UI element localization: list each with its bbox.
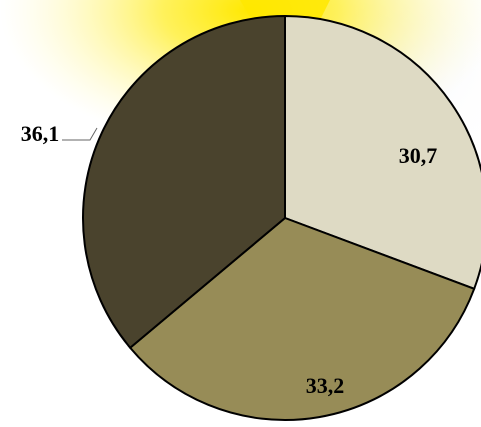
pie-labels: 30,7 33,2 36,1 (21, 121, 438, 398)
pie-slice-1 (284, 15, 481, 290)
leader-line-3 (62, 127, 98, 141)
slice-label-1: 30,7 (399, 143, 438, 168)
pie-slice-3 (82, 15, 286, 349)
slice-label-3: 36,1 (21, 121, 60, 146)
pie-slice-2 (129, 217, 476, 421)
slice-label-2: 33,2 (306, 373, 345, 398)
pie-slices (82, 15, 481, 421)
